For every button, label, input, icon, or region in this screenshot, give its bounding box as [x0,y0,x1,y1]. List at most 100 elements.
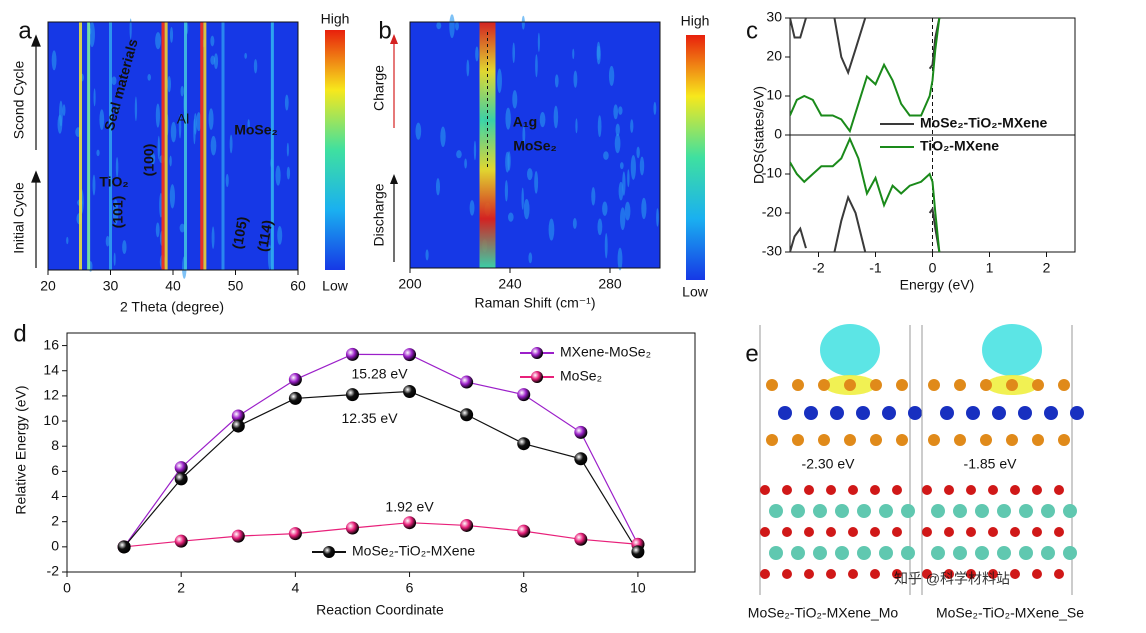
speckle [58,100,63,127]
plot-frame [409,21,661,269]
panel-letter: c [746,17,758,44]
speckle [522,125,526,145]
speckle [505,107,511,130]
atom-o [988,485,998,495]
marker [288,391,302,405]
annotation: Discharge [371,183,387,246]
atom-se [896,434,908,446]
atom-se [792,379,804,391]
atom-o [1032,527,1042,537]
speckle [155,103,160,128]
speckle [572,48,575,60]
atom-se [1058,434,1070,446]
speckle [178,114,182,139]
atom-ti [975,504,989,518]
atom-o [782,527,792,537]
atom-o [944,527,954,537]
speckle [244,52,247,59]
legend-marker [323,546,335,558]
atom-se [1032,379,1044,391]
speckle [534,171,539,194]
atom-o [988,527,998,537]
atom-ti [953,546,967,560]
y-tick-label: -10 [762,165,782,181]
atom-ti [1041,504,1055,518]
atom-se [1058,379,1070,391]
speckle [157,135,160,160]
atom-o [782,485,792,495]
x-tick-label: 6 [406,580,414,596]
atom-o [826,485,836,495]
atom-mo [1018,406,1032,420]
annotation: TiO₂ [99,174,128,190]
x-tick-label: 40 [165,278,181,294]
atom-o [1054,485,1064,495]
speckle [618,106,623,115]
x-tick-label: 4 [291,580,299,596]
marker [231,409,245,423]
speckle [653,101,657,115]
speckle [521,15,525,30]
marker [231,419,245,433]
y-tick-label: 0 [774,126,782,142]
marker [517,388,531,402]
y-tick-label: 4 [51,487,59,503]
speckle [210,55,216,65]
atom-ti [931,504,945,518]
speckle [537,32,540,52]
charge-blob [820,324,880,376]
y-tick-label: -2 [47,563,60,579]
speckle [210,35,215,47]
annotation: (100) [141,144,157,177]
speckle [507,151,511,171]
atom-o [892,569,902,579]
speckle [147,74,152,81]
speckle [167,76,172,93]
atom-ti [857,504,871,518]
speckle [639,156,645,176]
atom-ti [769,504,783,518]
speckle [597,115,602,137]
speckle [535,54,538,78]
atom-se [928,379,940,391]
atom-se [844,434,856,446]
annotation: (114) [254,219,275,253]
atom-o [826,527,836,537]
speckle [591,187,596,206]
y-tick-label: 20 [766,48,782,64]
speckle [99,109,105,130]
atom-o [804,527,814,537]
y-tick-label: 8 [51,437,59,453]
atom-ti [1019,546,1033,560]
speckle [455,21,459,31]
watermark: 知乎 @科学材料站 [894,571,1010,587]
marker [231,529,245,543]
atom-o [966,485,976,495]
speckle [105,235,110,247]
x-axis-label: Reaction Coordinate [316,602,444,618]
marker [460,408,474,422]
value-label: 1.92 eV [385,498,434,514]
atom-o [966,527,976,537]
speckle [115,157,119,178]
atom-se [844,379,856,391]
speckle [504,180,508,202]
speckle [169,155,172,167]
speckle [169,184,175,209]
panel-letter: b [378,17,391,44]
x-axis-label: Raman Shift (cm⁻¹) [475,295,596,311]
atom-o [944,485,954,495]
marker [460,375,474,389]
atom-o [1054,569,1064,579]
speckle [449,14,455,39]
atom-o [804,569,814,579]
x-tick-label: 280 [598,276,622,292]
speckle [134,96,138,122]
atom-o [1010,527,1020,537]
speckle [475,46,479,62]
annotation: Initial Cycle [11,182,27,254]
atom-ti [931,546,945,560]
y-tick-label: 6 [51,462,59,478]
marker [174,534,188,548]
